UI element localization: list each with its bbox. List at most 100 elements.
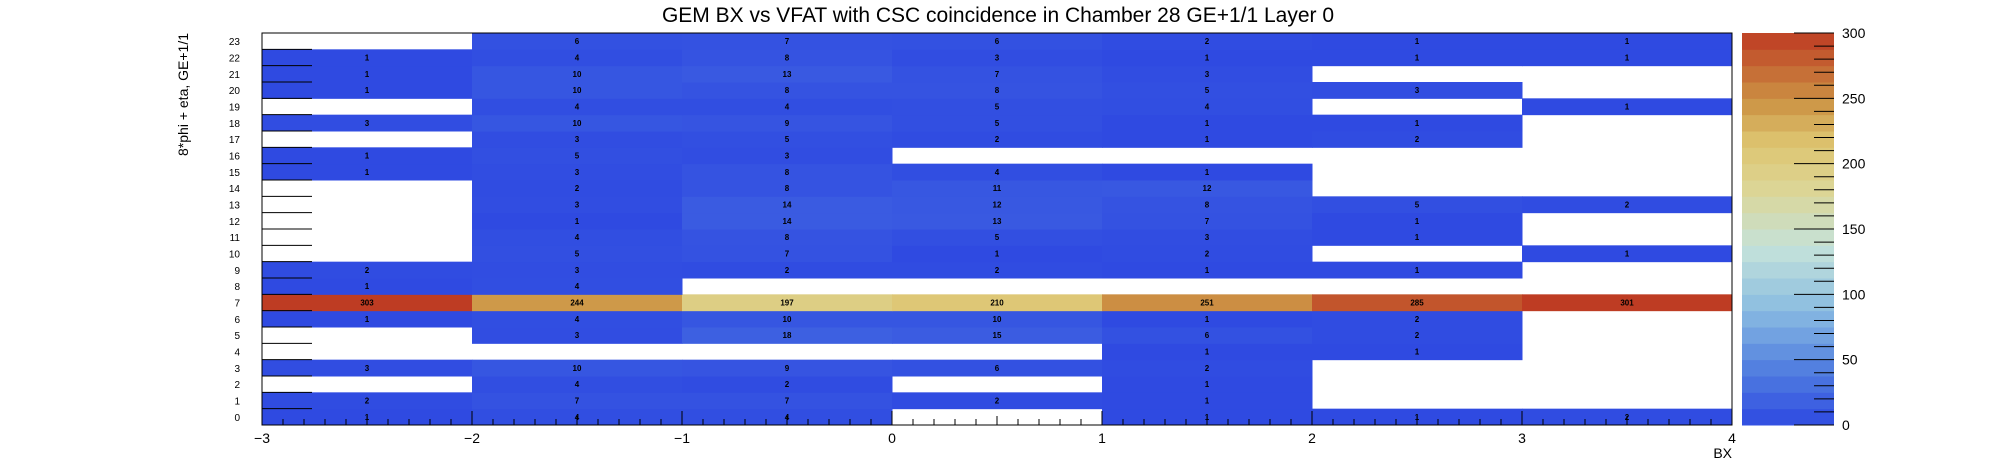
cell-value-label: 3 (575, 168, 580, 177)
cell-value-label: 18 (783, 331, 792, 340)
colorbar-band (1742, 163, 1834, 181)
cell-value-label: 1 (1625, 54, 1630, 63)
cell-value-label: 10 (573, 364, 582, 373)
heatmap-cell (1312, 294, 1523, 312)
heatmap-cell (1102, 343, 1313, 361)
cell-value-label: 3 (575, 266, 580, 275)
heatmap-cell (1312, 131, 1523, 148)
heatmap-cell (682, 212, 893, 230)
heatmap-cell (1102, 212, 1313, 230)
cell-value-label: 2 (365, 266, 370, 275)
heatmap-cell (1102, 196, 1313, 214)
cell-value-label: 1 (1205, 168, 1210, 177)
heatmap-cell (472, 147, 683, 165)
heatmap-cell (1312, 327, 1523, 344)
heatmap-cell (682, 147, 893, 165)
y-tick-label: 8 (234, 282, 240, 293)
colorbar-band (1742, 229, 1834, 246)
heatmap-cell (892, 114, 1103, 132)
y-tick-label: 23 (229, 37, 241, 48)
cell-value-label: 9 (785, 364, 790, 373)
x-tick-label: 2 (1308, 430, 1316, 446)
heatmap-cell (682, 33, 893, 50)
cell-value-label: 14 (783, 201, 792, 210)
y-tick-label: 7 (234, 299, 240, 310)
heatmap-cell (472, 392, 683, 410)
cell-value-label: 10 (993, 315, 1002, 324)
heatmap-cell (1102, 163, 1313, 181)
heatmap-cell (472, 196, 683, 214)
heatmap-cell (1522, 245, 1733, 263)
cell-value-label: 5 (1205, 86, 1210, 95)
cell-value-label: 8 (785, 54, 790, 63)
cell-value-label: 10 (783, 315, 792, 324)
x-tick-label: 4 (1728, 430, 1736, 446)
heatmap-cell (682, 180, 893, 197)
cell-value-label: 1 (1205, 135, 1210, 144)
y-tick-label: 4 (234, 348, 240, 359)
heatmap-cell (892, 294, 1103, 312)
heatmap-cell (262, 294, 473, 312)
heatmap-cell (1522, 98, 1733, 116)
heatmap-cell (1102, 33, 1313, 50)
cell-value-label: 2 (1205, 37, 1210, 46)
x-tick-label: 1 (1098, 430, 1106, 446)
y-axis-label: 8*phi + eta, GE+1/1 (175, 33, 191, 156)
heatmap-cell (1102, 114, 1313, 132)
x-tick-label: −3 (254, 430, 270, 446)
cell-value-label: 244 (570, 299, 584, 308)
heatmap-cell (892, 196, 1103, 214)
cell-value-label: 3 (785, 152, 790, 161)
colorbar-tick-label: 250 (1842, 90, 1866, 106)
cell-value-label: 3 (995, 54, 1000, 63)
heatmap-cell (1312, 212, 1523, 230)
heatmap-cell (472, 261, 683, 279)
heatmap-cell (892, 261, 1103, 279)
y-tick-label: 19 (229, 103, 241, 114)
cell-value-label: 3 (365, 119, 370, 128)
heatmap-cell (892, 65, 1103, 83)
heatmap-cell (262, 49, 473, 67)
x-axis-label: BX (1713, 445, 1732, 461)
heatmap-cell (1102, 261, 1313, 279)
cell-value-label: 3 (365, 364, 370, 373)
cell-value-label: 4 (575, 282, 580, 291)
cell-value-label: 2 (995, 266, 1000, 275)
heatmap-cell (1102, 294, 1313, 312)
colorbar-band (1742, 65, 1834, 83)
heatmap-cell (1102, 98, 1313, 116)
heatmap-cell (472, 98, 683, 116)
heatmap-cell (472, 33, 683, 50)
cell-value-label: 4 (575, 103, 580, 112)
cell-value-label: 8 (785, 184, 790, 193)
colorbar-band (1742, 82, 1834, 99)
heatmap-cell (1102, 327, 1313, 344)
heatmap-cell (1312, 229, 1523, 246)
heatmap-cell (1312, 82, 1523, 99)
heatmap-cell (682, 294, 893, 312)
cell-value-label: 2 (365, 397, 370, 406)
cell-value-label: 2 (1205, 364, 1210, 373)
cell-value-label: 4 (995, 168, 1000, 177)
y-tick-label: 6 (234, 315, 240, 326)
heatmap-cell (472, 327, 683, 344)
cell-value-label: 2 (995, 397, 1000, 406)
cell-value-label: 1 (1205, 54, 1210, 63)
colorbar-band (1742, 261, 1834, 279)
cell-value-label: 1 (365, 152, 370, 161)
y-tick-label: 0 (234, 413, 240, 424)
colorbar-band (1742, 212, 1834, 230)
cell-value-label: 3 (575, 201, 580, 210)
heatmap-cell (1102, 310, 1313, 328)
colorbar-band (1742, 114, 1834, 132)
cell-value-label: 5 (995, 233, 1000, 242)
heatmap-cell (262, 359, 473, 377)
heatmap-cell (682, 245, 893, 263)
colorbar-band (1742, 33, 1834, 50)
heatmap-cell (1312, 261, 1523, 279)
heatmap-cell (682, 114, 893, 132)
cell-value-label: 4 (785, 103, 790, 112)
heatmap-cell (472, 49, 683, 67)
x-tick-label: 0 (888, 430, 896, 446)
